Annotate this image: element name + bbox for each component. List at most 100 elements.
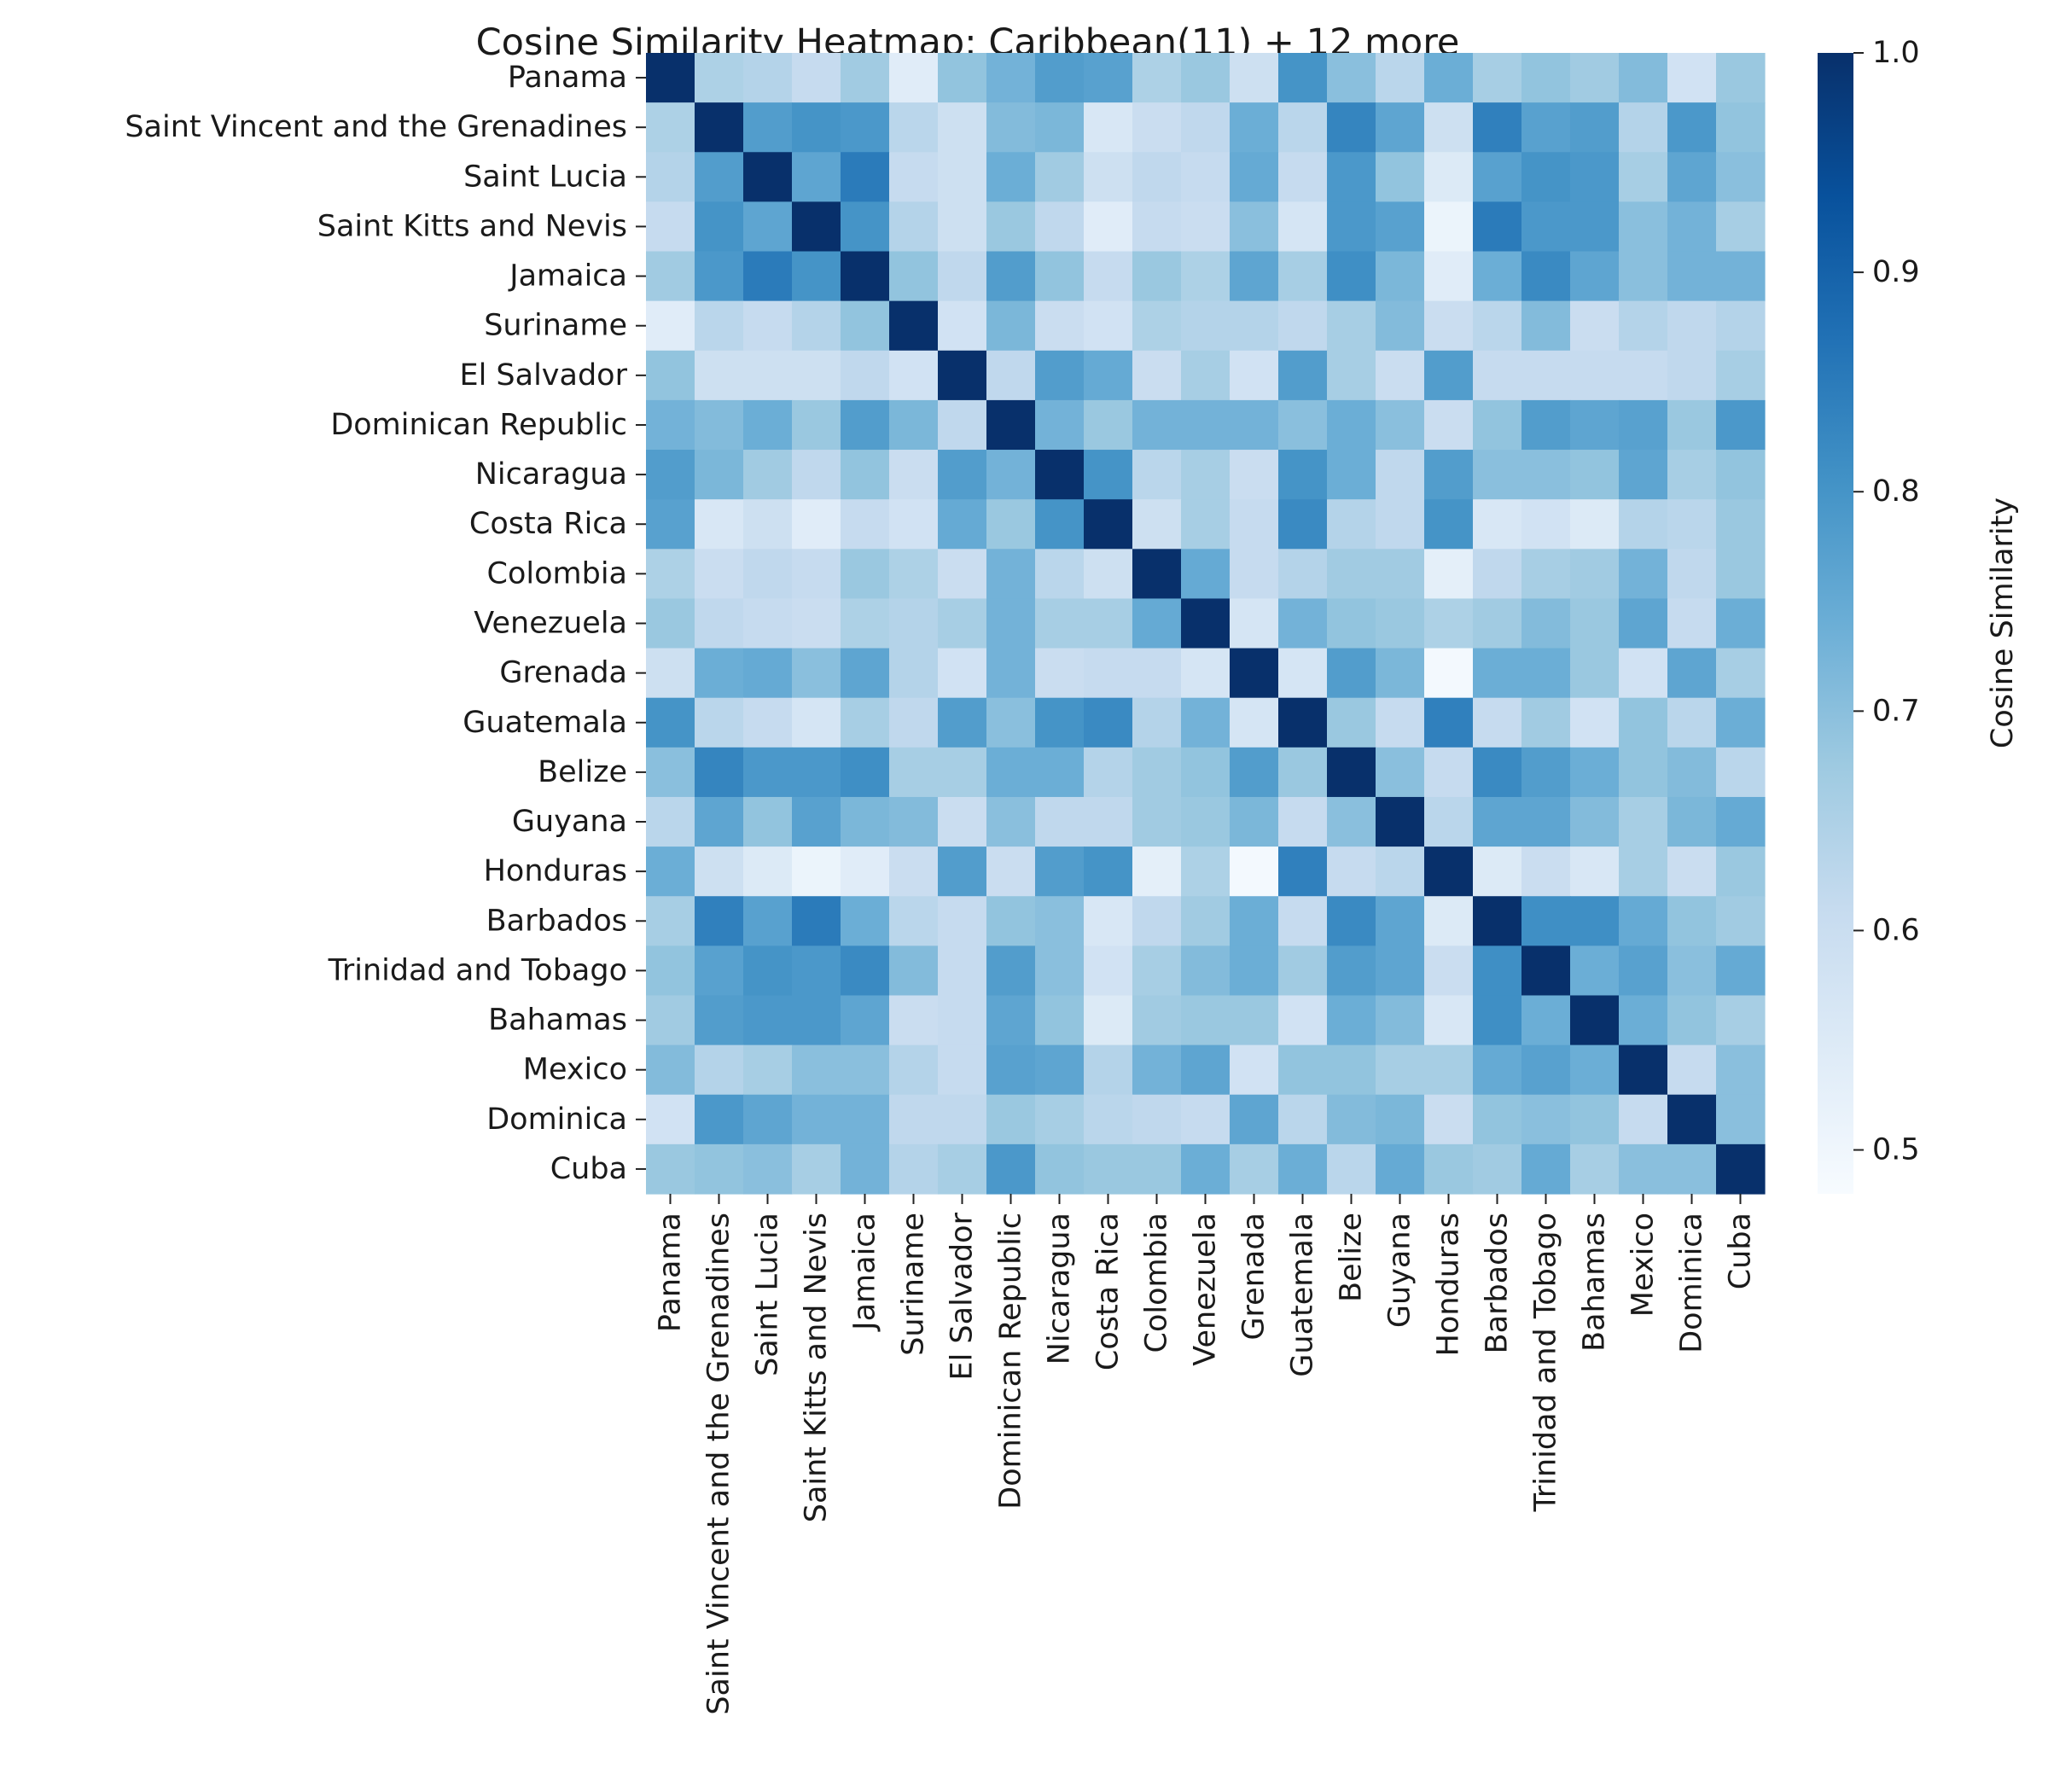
heatmap-cell bbox=[1667, 350, 1717, 401]
heatmap-cell bbox=[1667, 102, 1717, 153]
heatmap-cell bbox=[1424, 648, 1474, 699]
heatmap-cell bbox=[1716, 399, 1766, 451]
heatmap-cell bbox=[1521, 1044, 1571, 1096]
heatmap-cell bbox=[1473, 945, 1522, 997]
heatmap-cell bbox=[1667, 896, 1717, 946]
heatmap-cell bbox=[1181, 350, 1231, 401]
heatmap-cell bbox=[889, 300, 939, 352]
heatmap-cell bbox=[1619, 53, 1668, 103]
heatmap-cell bbox=[792, 251, 841, 302]
heatmap-cell bbox=[1521, 796, 1571, 847]
heatmap-cell bbox=[1035, 251, 1085, 302]
y-tick-label: Bahamas bbox=[488, 1004, 627, 1038]
y-tick-label: Guyana bbox=[512, 805, 627, 839]
heatmap-cell bbox=[1667, 1044, 1717, 1096]
heatmap-cell bbox=[1376, 648, 1425, 699]
heatmap-cell bbox=[1230, 399, 1279, 451]
heatmap-cell bbox=[1619, 499, 1668, 550]
heatmap-cell bbox=[1570, 847, 1620, 897]
heatmap-cell bbox=[1278, 350, 1328, 401]
heatmap-cell bbox=[792, 53, 841, 103]
heatmap-cell bbox=[938, 152, 987, 202]
heatmap-cell bbox=[743, 697, 793, 748]
y-tick-label: Saint Lucia bbox=[463, 160, 627, 194]
heatmap-cell bbox=[1376, 399, 1425, 451]
heatmap-cell bbox=[1521, 896, 1571, 946]
heatmap-cell bbox=[743, 648, 793, 699]
heatmap-cell bbox=[695, 152, 744, 202]
heatmap-cell bbox=[646, 598, 695, 649]
heatmap-cell bbox=[1521, 598, 1571, 649]
heatmap-cell bbox=[743, 350, 793, 401]
heatmap-cell bbox=[1327, 1044, 1376, 1096]
heatmap-cell bbox=[1667, 399, 1717, 451]
x-tick-label: Costa Rica bbox=[1091, 1213, 1126, 1370]
heatmap-cell bbox=[1035, 350, 1085, 401]
heatmap-cell bbox=[1667, 847, 1717, 897]
x-tick-label: Dominica bbox=[1675, 1213, 1709, 1353]
x-tick-label: Trinidad and Tobago bbox=[1529, 1213, 1563, 1512]
heatmap-cell bbox=[1667, 598, 1717, 649]
heatmap-cell bbox=[646, 251, 695, 302]
heatmap-cell bbox=[1230, 598, 1279, 649]
heatmap-cell bbox=[1327, 300, 1376, 352]
heatmap-cell bbox=[986, 1044, 1036, 1096]
heatmap-cell bbox=[792, 201, 841, 253]
heatmap-cell bbox=[1084, 549, 1133, 600]
colorbar-label: Cosine Similarity bbox=[1986, 497, 2020, 748]
heatmap-cell bbox=[695, 499, 744, 550]
heatmap-cell bbox=[695, 53, 744, 103]
heatmap-cell bbox=[1035, 53, 1085, 103]
heatmap-cell bbox=[841, 1094, 890, 1145]
heatmap-cell bbox=[1278, 251, 1328, 302]
heatmap-cell bbox=[889, 450, 939, 500]
heatmap-cell bbox=[1084, 300, 1133, 352]
heatmap-cell bbox=[1521, 251, 1571, 302]
heatmap-cell bbox=[1181, 499, 1231, 550]
heatmap-cell bbox=[1716, 549, 1766, 600]
heatmap-cell bbox=[986, 251, 1036, 302]
heatmap-cell bbox=[938, 450, 987, 500]
heatmap-cell bbox=[1278, 201, 1328, 253]
heatmap-cell bbox=[1473, 1044, 1522, 1096]
heatmap-cell bbox=[889, 499, 939, 550]
heatmap-cell bbox=[1424, 251, 1474, 302]
heatmap-cell bbox=[1521, 499, 1571, 550]
y-tick-label: Dominican Republic bbox=[330, 408, 627, 442]
heatmap-cell bbox=[695, 300, 744, 352]
heatmap-cell bbox=[1132, 598, 1182, 649]
heatmap-cell bbox=[792, 1044, 841, 1096]
heatmap-cell bbox=[1521, 1143, 1571, 1195]
heatmap-cell bbox=[1035, 796, 1085, 847]
heatmap-cell bbox=[841, 450, 890, 500]
heatmap-cell bbox=[1132, 300, 1182, 352]
heatmap-cell bbox=[743, 995, 793, 1046]
heatmap-cell bbox=[743, 1094, 793, 1145]
heatmap-cell bbox=[1181, 648, 1231, 699]
heatmap-cell bbox=[695, 598, 744, 649]
heatmap-cell bbox=[1570, 995, 1620, 1046]
heatmap-cell bbox=[1035, 697, 1085, 748]
heatmap-cell bbox=[1667, 1143, 1717, 1195]
heatmap-cell bbox=[1570, 697, 1620, 748]
heatmap-cell bbox=[1473, 251, 1522, 302]
heatmap-cell bbox=[1327, 399, 1376, 451]
x-tick-label: Saint Kitts and Nevis bbox=[800, 1213, 834, 1522]
heatmap-cell bbox=[1521, 648, 1571, 699]
x-tick-label: Saint Lucia bbox=[751, 1213, 785, 1376]
heatmap-cell bbox=[1035, 945, 1085, 997]
heatmap-cell bbox=[1619, 152, 1668, 202]
heatmap-cell bbox=[1570, 945, 1620, 997]
heatmap-cell bbox=[1619, 350, 1668, 401]
x-tick-label: El Salvador bbox=[945, 1212, 980, 1380]
heatmap-cell bbox=[1424, 53, 1474, 103]
heatmap-cell bbox=[1424, 300, 1474, 352]
y-tick-label: Saint Kitts and Nevis bbox=[317, 209, 627, 243]
heatmap-cell bbox=[1132, 697, 1182, 748]
heatmap-cell bbox=[1278, 847, 1328, 897]
heatmap-cell bbox=[1716, 945, 1766, 997]
heatmap-cell bbox=[1132, 648, 1182, 699]
y-tick-label: Cuba bbox=[550, 1152, 627, 1186]
heatmap-cell bbox=[986, 747, 1036, 798]
heatmap-cell bbox=[646, 995, 695, 1046]
